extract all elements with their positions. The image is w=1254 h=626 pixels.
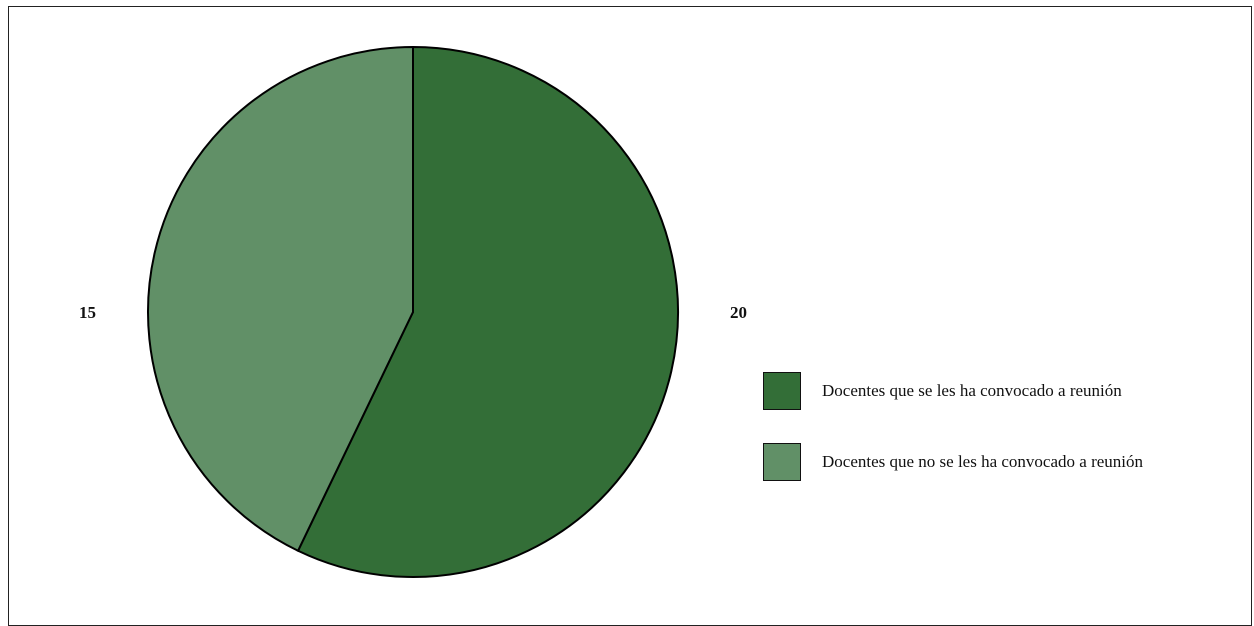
legend-swatch-convocados (763, 372, 801, 410)
pie-slice-no-convocados (147, 45, 414, 553)
legend-item-convocados: Docentes que se les ha convocado a reuni… (763, 371, 1143, 411)
legend-label-no-convocados: Docentes que no se les ha convocado a re… (822, 452, 1143, 471)
data-label-no-convocados: 15 (79, 303, 96, 322)
legend-label-convocados: Docentes que se les ha convocado a reuni… (822, 381, 1122, 400)
pie-slice-convocados (296, 45, 679, 578)
legend-swatch-no-convocados (763, 443, 801, 481)
chart-legend: Docentes que se les ha convocado a reuni… (763, 371, 1143, 513)
legend-item-no-convocados: Docentes que no se les ha convocado a re… (763, 442, 1143, 482)
data-label-convocados: 20 (730, 303, 747, 322)
